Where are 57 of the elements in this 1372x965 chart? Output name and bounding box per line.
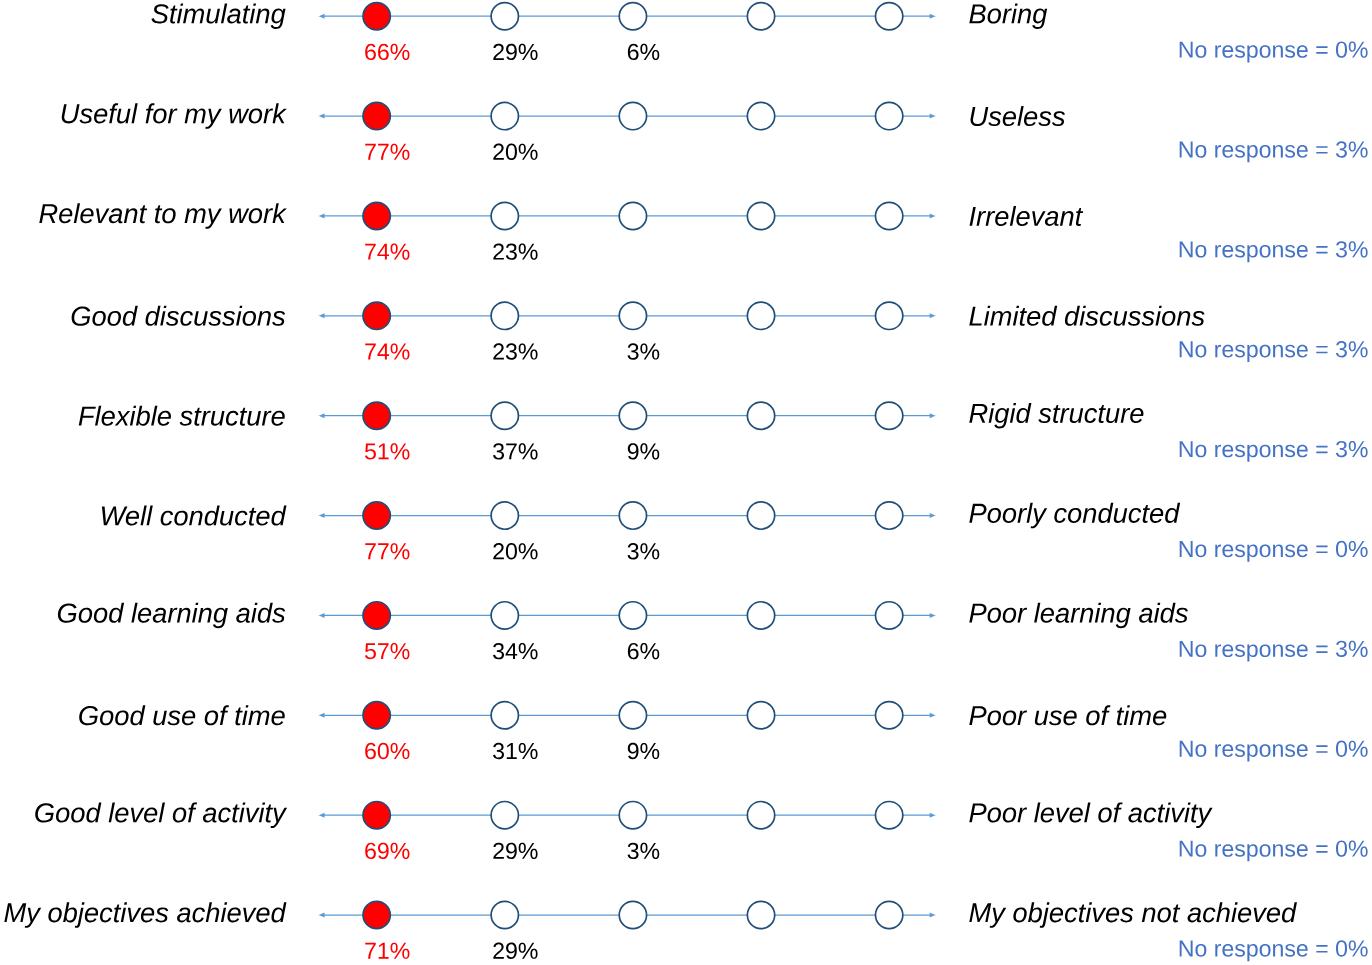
y2-tick-label: Poor use of time	[969, 705, 1167, 726]
text: No response = 0%	[1179, 540, 1368, 562]
y-tick-label: Good learning aids	[57, 602, 286, 629]
data-label: 23%	[493, 243, 538, 260]
text: No response = 0%	[1179, 41, 1368, 63]
data-label: 29%	[493, 942, 538, 960]
data-label: 9%	[627, 742, 660, 760]
y-tick-label: Stimulating	[151, 3, 286, 30]
y-tick-label: Good use of time	[79, 705, 285, 726]
y2-tick-label: Irrelevant	[969, 206, 1084, 227]
y2-tick-label: Rigid structure	[969, 403, 1144, 429]
data-label: 23%	[493, 343, 538, 360]
y-tick-label: Flexible structure	[78, 405, 285, 426]
data-label: 77%	[365, 543, 410, 560]
data-label: 29%	[493, 43, 538, 61]
data-label: 34%	[493, 643, 538, 660]
text: No response = 3%	[1179, 341, 1368, 363]
data-label: 37%	[493, 443, 538, 460]
y2-tick-label: Limited discussions	[969, 305, 1205, 327]
data-label: 3%	[627, 343, 660, 360]
data-label: 3%	[627, 543, 660, 560]
data-label: 9%	[627, 443, 660, 460]
text: No response = 3%	[1179, 141, 1368, 163]
y2-tick-label: Poor learning aids	[969, 602, 1188, 629]
data-label: 29%	[493, 842, 538, 860]
data-label: 31%	[493, 742, 538, 760]
y-tick-label: Relevant to my work	[39, 203, 287, 229]
text: No response = 3%	[1179, 241, 1368, 263]
data-label: 74%	[365, 343, 410, 360]
text: No response = 0%	[1179, 840, 1368, 862]
data-label: 66%	[365, 43, 410, 61]
data-label: 3%	[627, 842, 660, 860]
text: No response = 0%	[1179, 940, 1368, 962]
data-label: 74%	[365, 243, 410, 260]
data-label: 51%	[364, 443, 410, 460]
data-label: 20%	[493, 543, 538, 560]
y2-tick-label: Boring	[969, 3, 1048, 30]
y-tick-label: Good discussions	[71, 305, 286, 327]
y-tick-label: Well conducted	[101, 505, 287, 526]
y2-tick-label: Poor level of activity	[969, 802, 1213, 829]
y-tick-label: Useful for my work	[61, 103, 287, 129]
text: No response = 3%	[1179, 640, 1368, 662]
data-label: 6%	[627, 643, 660, 660]
y2-tick-label: Useless	[970, 106, 1066, 127]
y2-tick-label: Poorly conducted	[969, 503, 1181, 529]
y-tick-label: Good level of activity	[35, 802, 288, 829]
y2-tick-label: My objectives not achieved	[969, 902, 1297, 928]
data-label: 69%	[365, 842, 410, 860]
y-tick-label: My objectives achieved	[4, 902, 287, 928]
data-label: 20%	[493, 143, 538, 161]
data-label: 60%	[365, 742, 410, 760]
data-label: 77%	[365, 143, 410, 161]
text: No response = 0%	[1179, 740, 1368, 762]
text: No response = 3%	[1179, 441, 1368, 463]
data-label: 57%	[364, 643, 410, 660]
data-label: 6%	[627, 43, 660, 61]
data-label: 71%	[365, 942, 410, 959]
